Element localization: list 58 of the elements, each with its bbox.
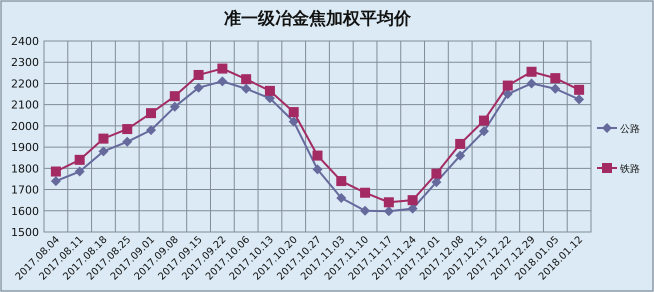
chart-title: 准一级冶金焦加权平均价	[224, 9, 412, 29]
point	[360, 188, 370, 198]
point	[74, 154, 85, 165]
point	[146, 125, 156, 136]
point	[74, 166, 85, 177]
point	[336, 176, 346, 186]
point	[288, 107, 299, 118]
point	[170, 102, 180, 112]
point	[431, 177, 442, 188]
point	[146, 108, 156, 118]
point	[502, 89, 513, 100]
point	[478, 126, 489, 136]
point	[574, 84, 584, 95]
point	[122, 124, 132, 134]
point	[241, 84, 252, 94]
point	[455, 138, 466, 149]
point	[288, 116, 299, 127]
point	[502, 80, 513, 91]
point	[478, 116, 489, 126]
point	[50, 166, 61, 177]
point	[50, 176, 61, 186]
y-tick-label: 2300	[11, 56, 39, 70]
point	[526, 78, 537, 88]
point	[170, 91, 180, 102]
y-tick-label: 2100	[11, 98, 39, 112]
point	[550, 84, 560, 94]
point	[431, 168, 442, 179]
y-tick-label: 2400	[11, 35, 39, 48]
point	[241, 74, 252, 84]
point	[384, 197, 394, 208]
legend-label: 铁路	[619, 163, 640, 175]
legend-label: 公路	[620, 123, 640, 135]
point	[264, 86, 275, 96]
point	[217, 76, 228, 86]
point	[526, 66, 537, 77]
point	[336, 193, 346, 204]
point	[574, 94, 584, 104]
point	[408, 204, 418, 214]
point	[455, 150, 466, 161]
point	[312, 150, 322, 161]
point	[550, 73, 560, 84]
point	[312, 164, 322, 174]
point	[98, 146, 108, 156]
point	[408, 195, 418, 206]
y-tick-label: 1600	[11, 204, 39, 218]
point	[360, 206, 370, 216]
y-tick-label: 1500	[11, 226, 39, 239]
point	[217, 64, 228, 74]
y-tick-label: 2000	[11, 120, 39, 133]
point	[98, 134, 108, 144]
y-tick-label: 1900	[11, 141, 39, 154]
y-tick-label: 1700	[11, 184, 39, 197]
point	[384, 206, 394, 216]
point	[122, 136, 132, 147]
y-tick-label: 1800	[11, 162, 39, 176]
point	[194, 82, 204, 93]
y-tick-label: 2200	[11, 77, 39, 90]
point	[194, 70, 204, 80]
